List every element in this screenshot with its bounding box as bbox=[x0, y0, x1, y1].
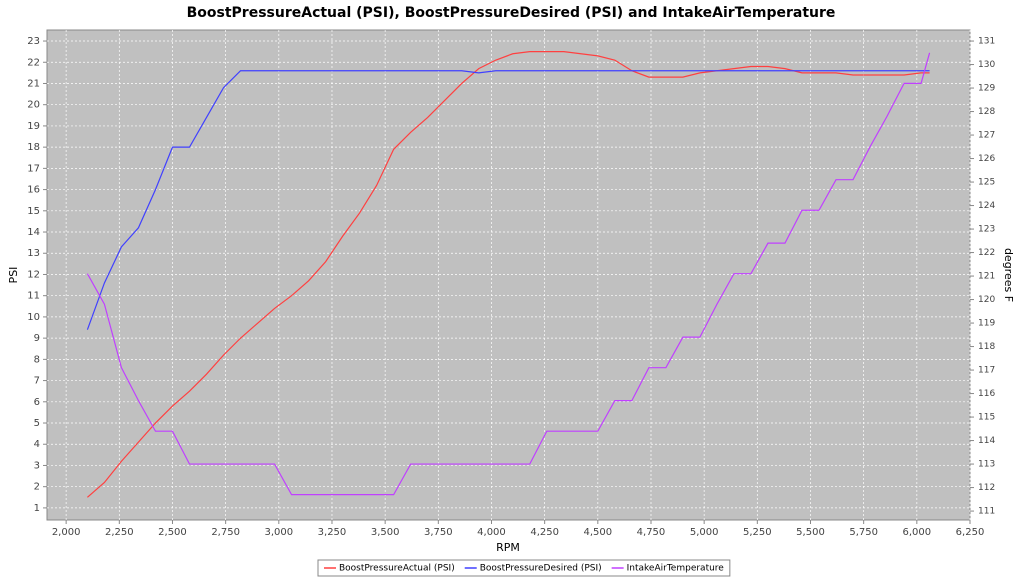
y-tick-label: 6 bbox=[34, 397, 40, 408]
x-tick-label: 3,750 bbox=[424, 527, 453, 538]
y-tick-label: 8 bbox=[34, 354, 40, 365]
y2-tick-label: 115 bbox=[978, 413, 995, 423]
y2-tick-label: 130 bbox=[978, 60, 995, 70]
legend-label: BoostPressureActual (PSI) bbox=[339, 564, 455, 574]
series-line bbox=[86, 52, 931, 496]
y-tick-label: 19 bbox=[27, 121, 40, 132]
y2-axis-label: degrees F bbox=[1002, 248, 1015, 302]
series-line bbox=[87, 51, 930, 498]
y-tick-label: 23 bbox=[27, 36, 40, 47]
y-axis-label: PSI bbox=[7, 267, 20, 284]
chart-title: BoostPressureActual (PSI), BoostPressure… bbox=[187, 5, 836, 21]
x-tick-label: 2,750 bbox=[211, 527, 240, 538]
x-tick-label: 4,000 bbox=[477, 527, 506, 538]
y2-tick-label: 126 bbox=[978, 154, 995, 164]
y-tick-label: 22 bbox=[27, 57, 40, 68]
y-tick-label: 4 bbox=[34, 439, 40, 450]
y-tick-label: 2 bbox=[34, 482, 40, 493]
y2-tick-label: 117 bbox=[978, 366, 995, 376]
y-tick-label: 5 bbox=[34, 418, 40, 429]
y2-tick-label: 127 bbox=[978, 131, 995, 141]
y2-tick-label: 118 bbox=[978, 342, 995, 352]
y-tick-label: 12 bbox=[27, 269, 40, 280]
y2-tick-label: 120 bbox=[978, 295, 995, 305]
x-tick-label: 2,500 bbox=[158, 527, 187, 538]
y-tick-label: 7 bbox=[34, 376, 40, 387]
x-tick-label: 5,250 bbox=[743, 527, 772, 538]
y-tick-label: 3 bbox=[34, 460, 40, 471]
y-tick-label: 20 bbox=[27, 100, 40, 111]
x-tick-label: 3,500 bbox=[371, 527, 400, 538]
x-tick-label: 2,000 bbox=[52, 527, 81, 538]
y-tick-label: 18 bbox=[27, 142, 40, 153]
x-axis-label: RPM bbox=[496, 541, 520, 554]
y-tick-label: 14 bbox=[27, 227, 40, 238]
y2-tick-label: 131 bbox=[978, 37, 995, 47]
y-tick-label: 15 bbox=[27, 206, 40, 217]
x-tick-label: 6,250 bbox=[956, 527, 985, 538]
y2-tick-label: 129 bbox=[978, 84, 995, 94]
x-tick-label: 4,500 bbox=[584, 527, 613, 538]
y2-tick-label: 113 bbox=[978, 460, 995, 470]
legend-label: BoostPressureDesired (PSI) bbox=[480, 564, 602, 574]
y-tick-label: 13 bbox=[27, 248, 40, 259]
y2-tick-label: 111 bbox=[978, 507, 995, 517]
x-tick-label: 3,250 bbox=[318, 527, 347, 538]
y-tick-label: 11 bbox=[27, 291, 40, 302]
y-tick-label: 16 bbox=[27, 185, 40, 196]
x-tick-label: 6,000 bbox=[903, 527, 932, 538]
y2-tick-label: 119 bbox=[978, 319, 995, 329]
y-tick-label: 9 bbox=[34, 333, 40, 344]
y-tick-label: 17 bbox=[27, 163, 40, 174]
legend-label: IntakeAirTemperature bbox=[627, 564, 725, 574]
plot-area bbox=[46, 29, 971, 521]
legend-box bbox=[317, 559, 731, 577]
x-tick-label: 5,500 bbox=[796, 527, 825, 538]
y2-tick-label: 128 bbox=[978, 107, 995, 117]
x-tick-label: 5,000 bbox=[690, 527, 719, 538]
y2-tick-label: 114 bbox=[978, 436, 995, 446]
x-tick-label: 5,750 bbox=[849, 527, 878, 538]
y2-tick-label: 123 bbox=[978, 225, 995, 235]
y2-tick-label: 125 bbox=[978, 178, 995, 188]
series-line bbox=[86, 70, 930, 330]
y2-tick-label: 112 bbox=[978, 483, 995, 493]
x-tick-label: 2,250 bbox=[105, 527, 134, 538]
y2-tick-label: 121 bbox=[978, 272, 995, 282]
y-tick-label: 21 bbox=[27, 78, 40, 89]
y2-tick-label: 124 bbox=[978, 201, 995, 211]
x-tick-label: 4,250 bbox=[530, 527, 559, 538]
y-tick-label: 10 bbox=[27, 312, 40, 323]
y2-tick-label: 116 bbox=[978, 389, 995, 399]
y-tick-label: 1 bbox=[34, 503, 40, 514]
y2-tick-label: 122 bbox=[978, 248, 995, 258]
x-tick-label: 3,000 bbox=[264, 527, 293, 538]
x-tick-label: 4,750 bbox=[637, 527, 666, 538]
